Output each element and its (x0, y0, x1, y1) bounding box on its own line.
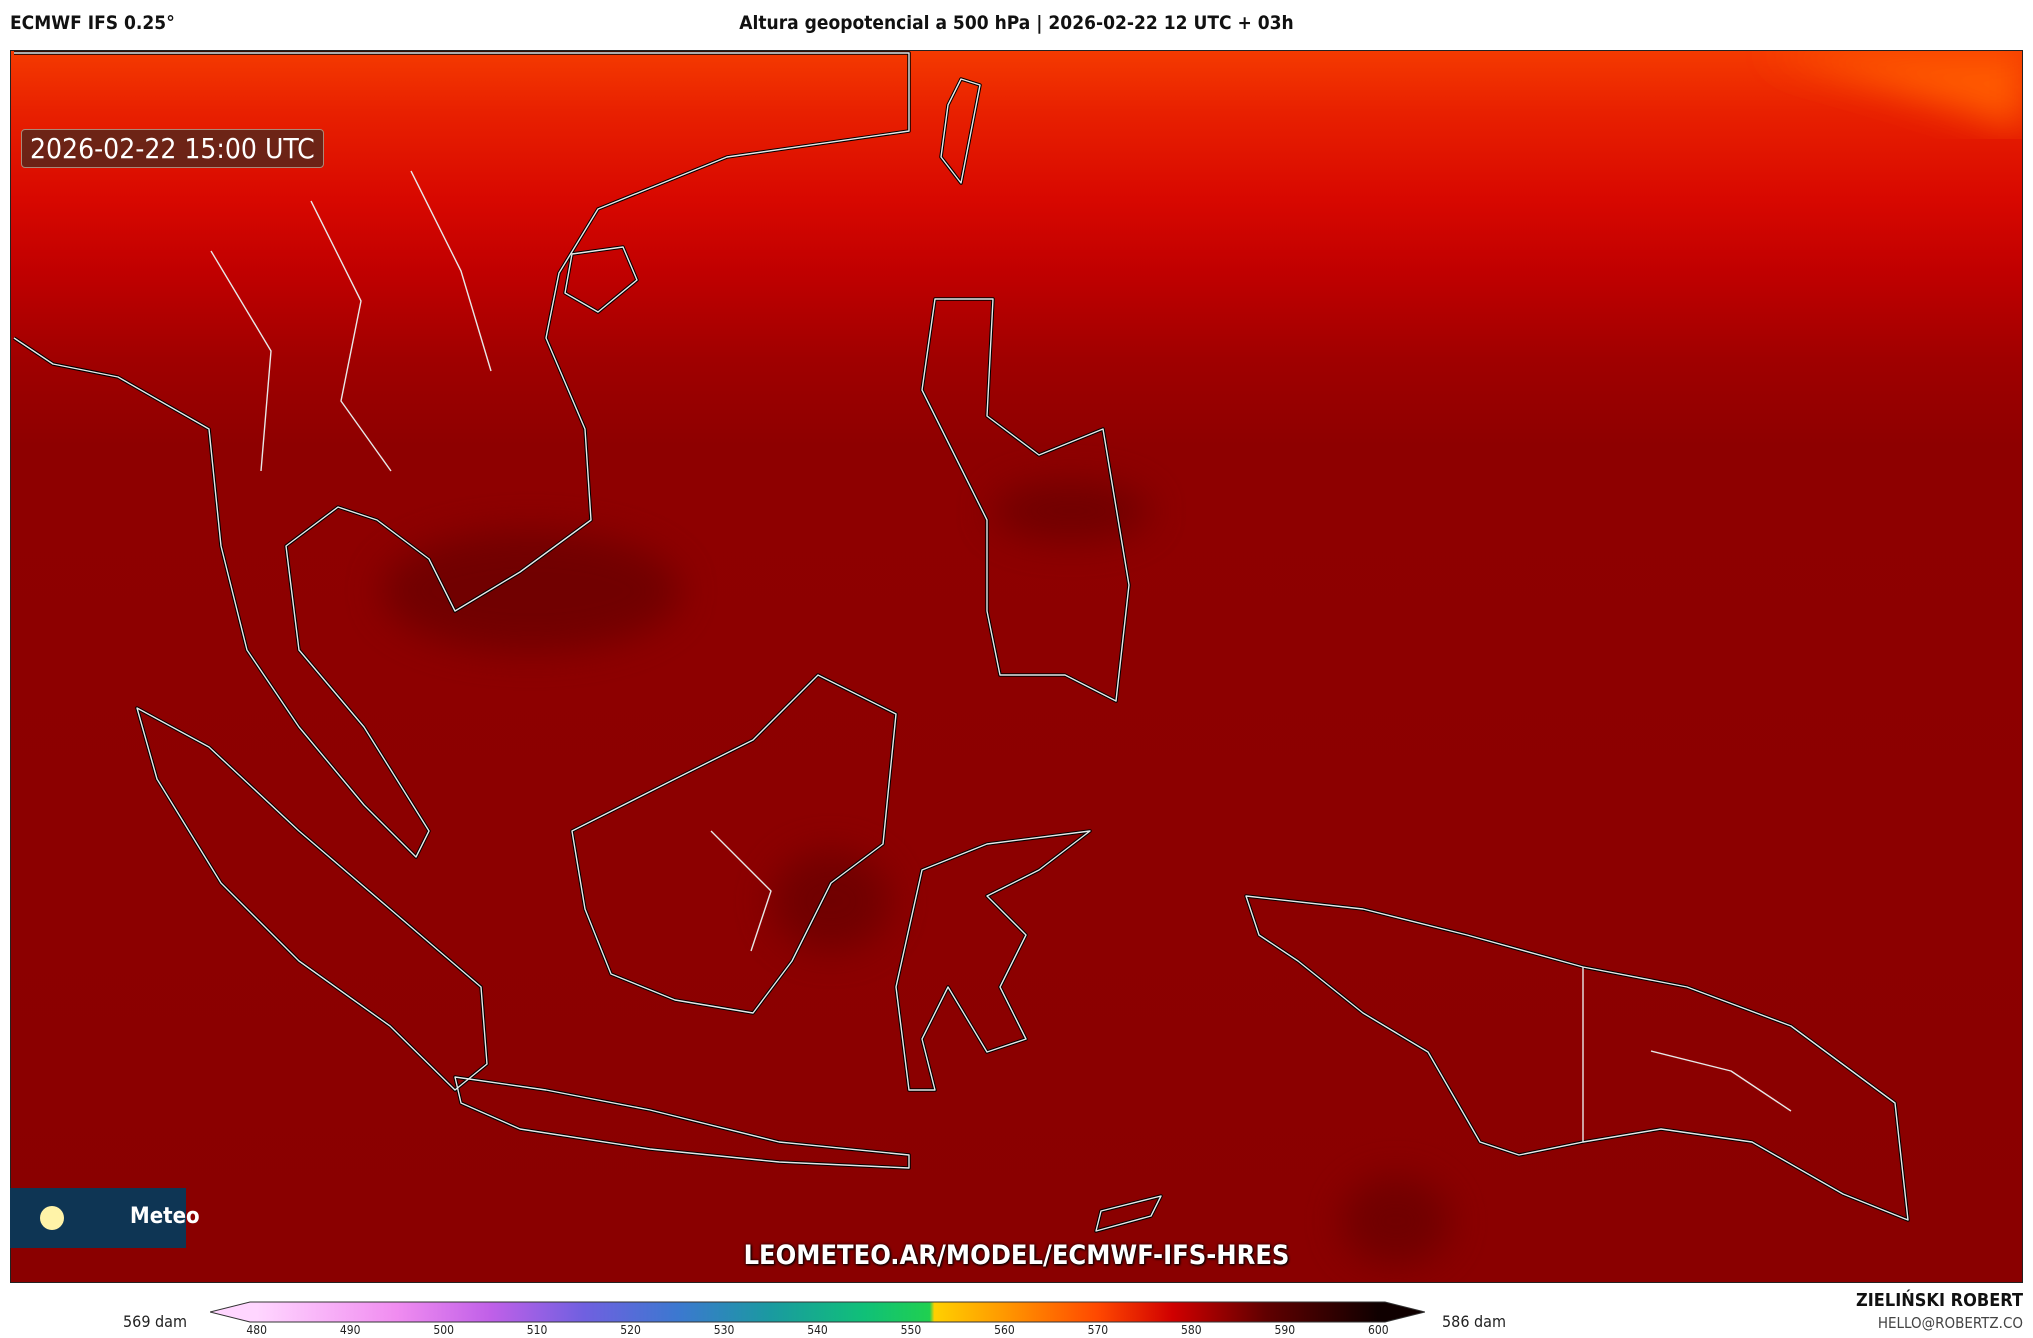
map-title: Altura geopotencial a 500 hPa | 2026-02-… (739, 12, 1294, 34)
meteo-logo: Meteo (10, 1188, 200, 1248)
colorbar-tick-label: 580 (1181, 1323, 1202, 1337)
logo-text: Meteo (130, 1204, 200, 1229)
field-background (11, 51, 2022, 1282)
colorbar-bar (210, 1301, 1425, 1323)
author-email: HELLO@ROBERTZ.CO (1877, 1314, 2023, 1332)
colorbar-tick-label: 600 (1367, 1323, 1389, 1337)
min-value-label: 569 dam (123, 1312, 188, 1331)
colorbar-tick-label: 540 (807, 1323, 828, 1337)
min-blob-borneo (771, 851, 891, 951)
colorbar-tick-label: 550 (900, 1323, 922, 1337)
valid-time-label: 2026-02-22 15:00 UTC (21, 129, 324, 168)
min-blob-philippines (991, 481, 1151, 541)
model-label: ECMWF IFS 0.25° (10, 12, 175, 34)
colorbar-tick-label: 490 (339, 1323, 361, 1337)
colorbar-tick-label: 570 (1087, 1323, 1109, 1337)
map-area[interactable]: 2026-02-22 15:00 UTC (10, 50, 2023, 1283)
min-blob-south (1341, 1176, 1451, 1266)
author-credit: ZIELIŃSKI ROBERT (1856, 1290, 2023, 1311)
colorbar-tick-label: 500 (433, 1323, 454, 1337)
colorbar-tick-label: 480 (246, 1323, 268, 1337)
colorbar-tick-label: 530 (713, 1323, 735, 1337)
geopotential-field (11, 51, 2022, 1282)
max-value-label: 586 dam (1442, 1312, 1507, 1331)
colorbar (210, 1301, 1425, 1323)
colorbar-tick-label: 510 (526, 1323, 548, 1337)
watermark-url: LEOMETEO.AR/MODEL/ECMWF-IFS-HRES (743, 1240, 1290, 1271)
high-contour-ne (1761, 51, 2022, 131)
colorbar-tick-label: 560 (994, 1323, 1015, 1337)
sun-icon (40, 1206, 64, 1230)
colorbar-tick-label: 520 (620, 1323, 641, 1337)
borders (12, 51, 1910, 1233)
colorbar-tick-label: 590 (1274, 1323, 1296, 1337)
min-blob-gulf-thailand (381, 531, 681, 651)
